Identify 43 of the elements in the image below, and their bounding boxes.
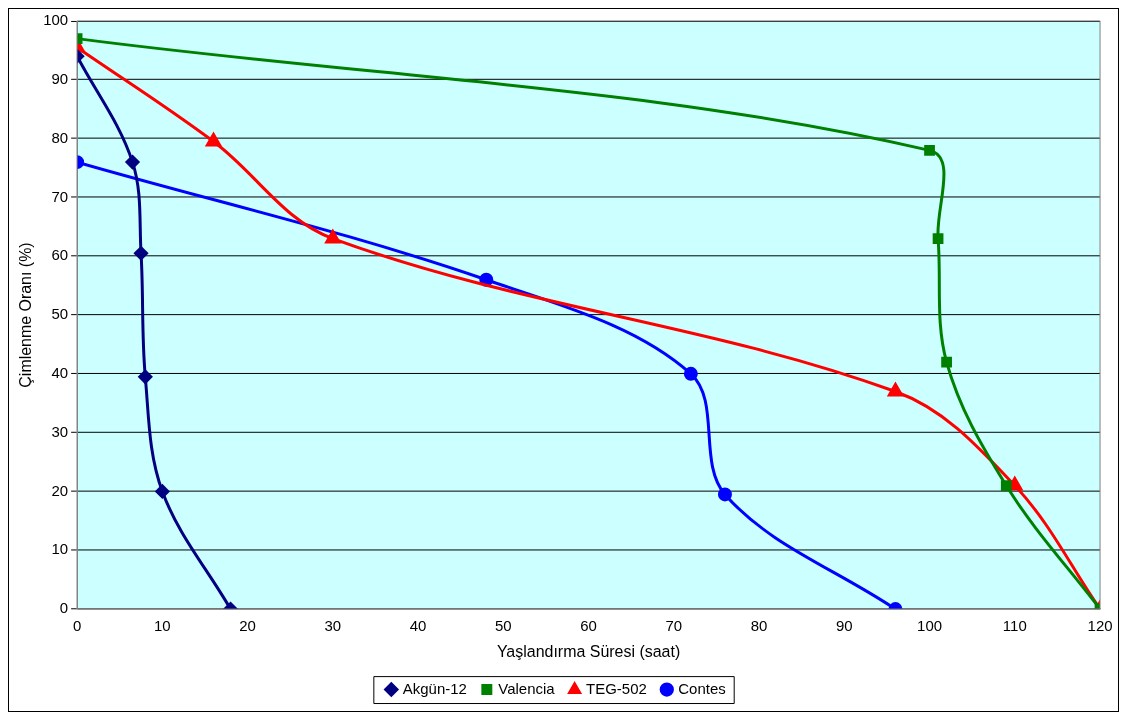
y-tick-label: 40 bbox=[51, 363, 69, 381]
x-axis-title: Yaşlandırma Süresi (saat) bbox=[496, 642, 681, 660]
point bbox=[325, 230, 341, 244]
point bbox=[887, 383, 903, 397]
legend-label: TEG-502 bbox=[586, 679, 647, 697]
point bbox=[134, 246, 149, 261]
x-tick-label: 80 bbox=[750, 617, 768, 635]
legend-label: Contes bbox=[678, 679, 726, 697]
point bbox=[683, 366, 698, 381]
y-tick-label: 70 bbox=[51, 187, 69, 205]
x-tick-label: 40 bbox=[409, 617, 427, 635]
legend-label: Valencia bbox=[498, 679, 556, 697]
x-tick-label: 100 bbox=[917, 617, 943, 635]
y-tick-label: 10 bbox=[51, 540, 69, 558]
point bbox=[155, 484, 170, 499]
x-tick-label: 60 bbox=[580, 617, 597, 635]
y-tick-label: 0 bbox=[59, 599, 69, 617]
y-tick-label: 20 bbox=[51, 481, 69, 499]
x-tick-label: 90 bbox=[835, 617, 853, 635]
x-tick-label: 110 bbox=[1002, 617, 1027, 635]
x-tick-label: 10 bbox=[154, 617, 171, 635]
x-tick-label: 0 bbox=[72, 617, 82, 635]
x-tick-label: 30 bbox=[324, 617, 342, 635]
point bbox=[924, 144, 935, 156]
x-tick-label: 50 bbox=[495, 617, 512, 635]
y-tick-label: 60 bbox=[51, 246, 69, 264]
y-tick-label: 100 bbox=[43, 11, 69, 29]
y-tick-label: 90 bbox=[51, 69, 69, 87]
point bbox=[932, 233, 944, 244]
point bbox=[941, 356, 952, 368]
y-tick-label: 30 bbox=[51, 422, 69, 440]
y-tick-label: 80 bbox=[51, 128, 69, 146]
x-tick-label: 70 bbox=[665, 617, 683, 635]
point bbox=[717, 487, 732, 502]
legend-label: Akgün-12 bbox=[402, 679, 467, 697]
point bbox=[125, 155, 140, 170]
y-tick-label: 50 bbox=[51, 305, 69, 323]
x-tick-label: 120 bbox=[1087, 617, 1113, 635]
x-tick-label: 20 bbox=[239, 617, 256, 635]
y-axis-title: Çimlenme Oranı (%) bbox=[16, 242, 34, 388]
point bbox=[138, 369, 153, 384]
point bbox=[205, 133, 222, 147]
point bbox=[1000, 480, 1012, 491]
